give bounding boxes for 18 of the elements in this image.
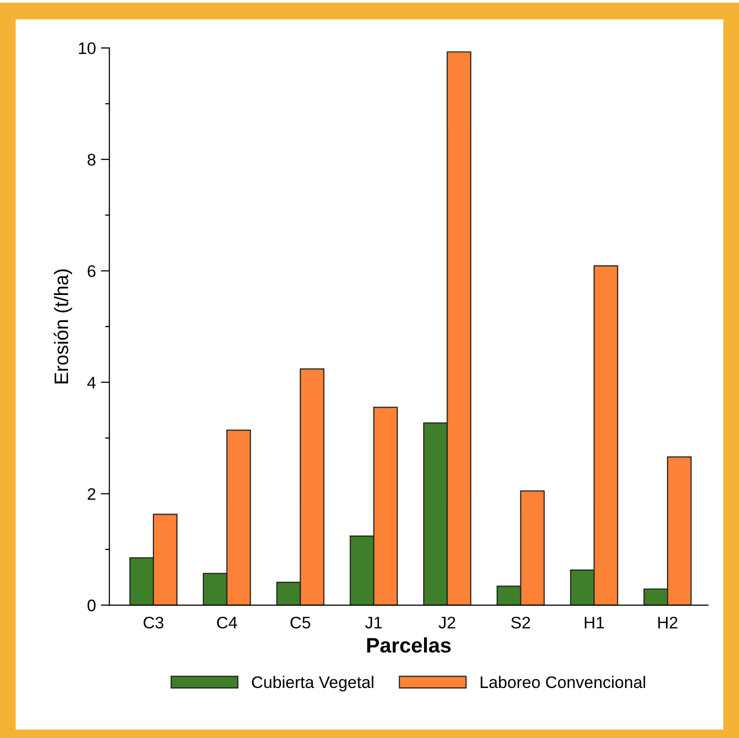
y-tick-label: 10 xyxy=(78,42,96,54)
y-tick-label: 2 xyxy=(88,488,96,500)
x-tick-label: H1 xyxy=(584,616,604,628)
legend-label: Laboreo Convencional xyxy=(480,676,646,688)
x-tick-label: H2 xyxy=(658,616,678,628)
x-tick-label: C5 xyxy=(290,616,310,629)
x-axis-title: Parcelas xyxy=(367,637,451,653)
x-tick-label: J2 xyxy=(438,616,456,629)
y-tick-label: 8 xyxy=(88,154,96,166)
y-axis-title: Erosión (t/ha) xyxy=(54,269,72,384)
x-tick-label: C3 xyxy=(144,616,164,629)
y-tick-label: 0 xyxy=(88,600,96,612)
x-tick-label: S2 xyxy=(511,616,530,629)
y-tick-label: 6 xyxy=(88,265,96,278)
x-tick-label: J1 xyxy=(365,616,382,629)
x-tick-label: C4 xyxy=(217,616,238,629)
y-tick-label: 4 xyxy=(87,376,96,388)
legend-label: Cubierta Vegetal xyxy=(252,676,374,692)
